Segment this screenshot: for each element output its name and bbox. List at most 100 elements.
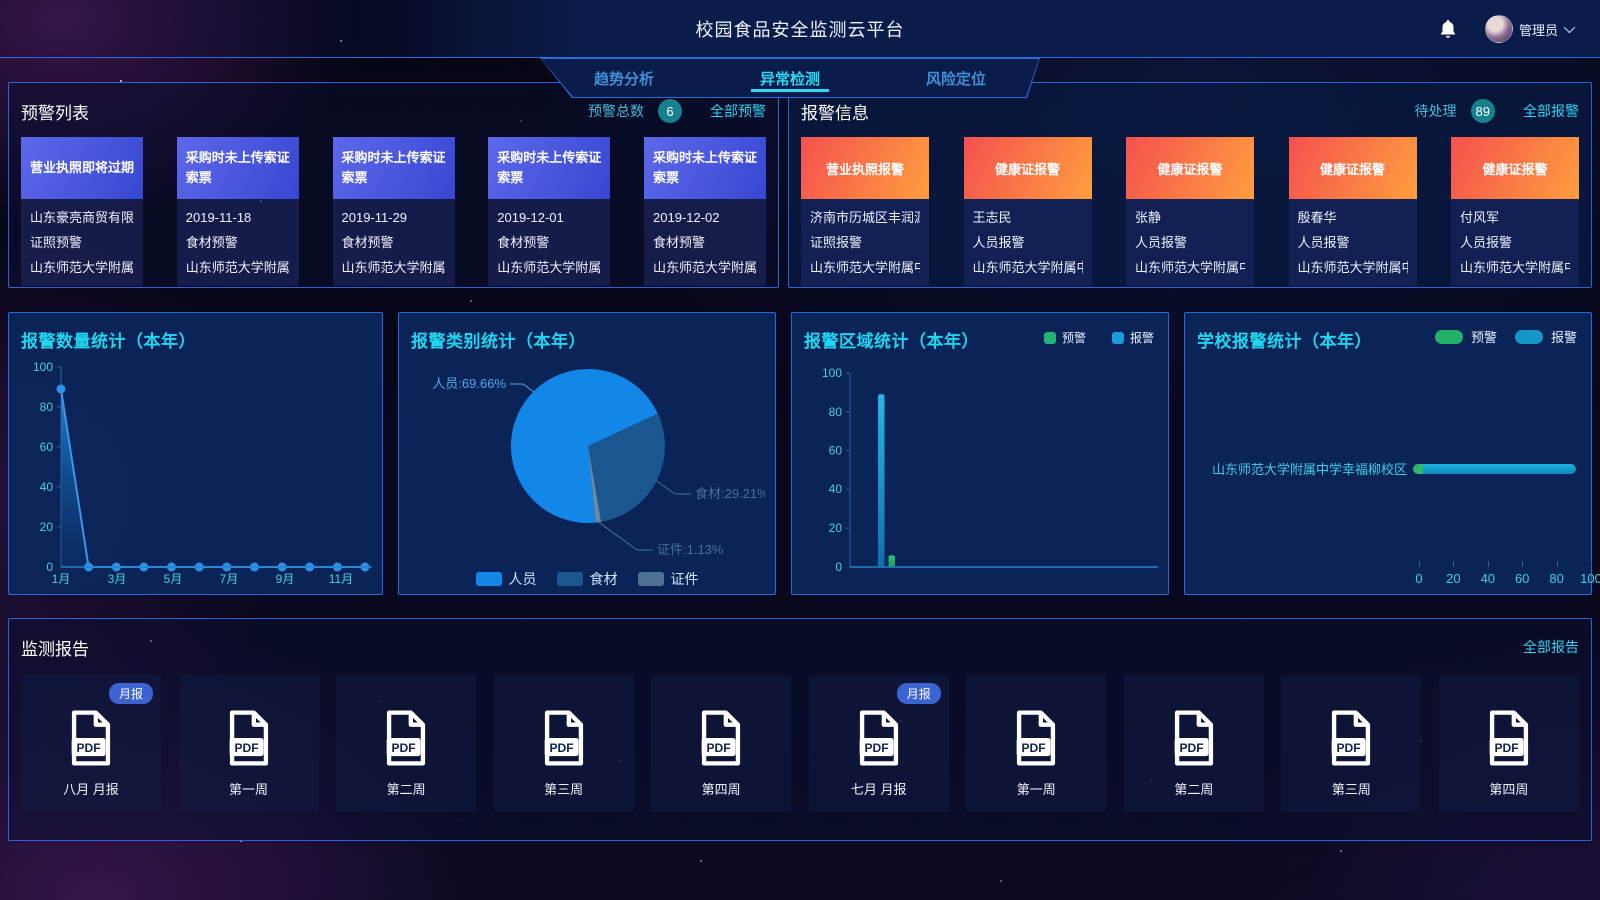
svg-text:证件:1.13%: 证件:1.13% <box>657 542 724 557</box>
pdf-file-icon: PDF <box>1171 709 1217 767</box>
tab-anomaly-detection[interactable]: 异常检测 <box>707 59 873 97</box>
all-alarms-link[interactable]: 全部报警 <box>1523 103 1579 119</box>
monthly-report-badge: 月报 <box>108 683 153 704</box>
alarm-card-title: 健康证报警 <box>1451 137 1579 199</box>
user-name: 管理员 <box>1518 22 1558 38</box>
svg-text:PDF: PDF <box>392 741 416 755</box>
alarm-info-panel: 报警信息 待处理 89 全部报警 营业执照报警 济南市历城区丰润源... 证照报… <box>788 82 1592 288</box>
alarm-count-chart-panel: 报警数量统计（本年） 0 20 40 60 80 100 <box>8 312 383 595</box>
svg-text:1月: 1月 <box>52 572 71 586</box>
report-card-label: 第二周 <box>386 782 426 797</box>
report-card[interactable]: PDF 第三周 <box>493 675 634 812</box>
svg-text:100: 100 <box>33 360 53 374</box>
alarm-card-type: 人员报警 <box>1297 235 1350 250</box>
alarm-card-title: 健康证报警 <box>1288 137 1417 199</box>
bar-segment-alarm <box>1423 463 1577 474</box>
legend-label: 报警 <box>1550 330 1577 345</box>
warning-card-type: 食材预警 <box>185 235 238 250</box>
report-card[interactable]: PDF 第四周 <box>651 675 792 812</box>
pdf-file-icon: PDF <box>856 709 902 767</box>
svg-text:PDF: PDF <box>864 741 888 755</box>
warning-card[interactable]: 采购时未上传索证索票 2019-12-02 食材预警 山东师范大学附属中... <box>644 137 766 286</box>
alarm-card[interactable]: 营业执照报警 济南市历城区丰润源... 证照报警 山东师范大学附属中... <box>801 137 929 286</box>
warning-card-school: 山东师范大学附属中... <box>341 260 446 275</box>
report-card[interactable]: 月报 PDF 八月 月报 <box>21 675 161 812</box>
alarm-card-title: 健康证报警 <box>1126 137 1254 199</box>
report-card[interactable]: 月报 PDF 七月 月报 <box>808 675 949 812</box>
pdf-file-icon: PDF <box>68 709 114 767</box>
all-reports-link[interactable]: 全部报告 <box>1523 639 1579 655</box>
legend-swatch <box>1043 331 1056 344</box>
svg-text:60: 60 <box>829 444 843 458</box>
report-card-label: 第一周 <box>1016 782 1056 797</box>
report-card[interactable]: PDF 第二周 <box>1123 675 1264 812</box>
report-card[interactable]: PDF 第一周 <box>966 675 1107 812</box>
warning-card-school: 山东师范大学附属中... <box>185 260 290 275</box>
report-card[interactable]: PDF 第四周 <box>1438 675 1579 812</box>
legend-item-warning[interactable]: 预警 <box>1434 327 1497 346</box>
warning-card-school: 山东师范大学附属中... <box>30 260 134 275</box>
monthly-report-badge: 月报 <box>896 683 941 704</box>
warning-card[interactable]: 采购时未上传索证索票 2019-12-01 食材预警 山东师范大学附属中... <box>488 137 611 286</box>
svg-text:食材:29.21%: 食材:29.21% <box>695 486 765 501</box>
report-card-label: 第一周 <box>229 782 269 797</box>
pie-slice-personnel[interactable] <box>510 368 658 523</box>
legend-swatch <box>1111 331 1124 344</box>
warning-card[interactable]: 采购时未上传索证索票 2019-11-18 食材预警 山东师范大学附属中... <box>176 137 299 286</box>
alarm-pending-label: 待处理 <box>1414 103 1457 119</box>
reports-panel-title: 监测报告 <box>21 639 89 659</box>
warning-card-title: 采购时未上传索证索票 <box>488 137 611 199</box>
alarm-card[interactable]: 健康证报警 付风军 人员报警 山东师范大学附属中... <box>1451 137 1579 286</box>
svg-text:PDF: PDF <box>707 741 731 755</box>
warning-card-title: 营业执照即将过期 <box>21 137 143 199</box>
warning-card-type: 食材预警 <box>497 235 550 250</box>
report-card-label: 第二周 <box>1174 782 1214 797</box>
tab-bar: 趋势分析 异常检测 风险定位 <box>540 58 1040 98</box>
legend-item-alarm[interactable]: 报警 <box>1514 327 1577 346</box>
legend-label: 人员 <box>508 571 537 587</box>
all-warnings-link[interactable]: 全部预警 <box>710 103 766 119</box>
alarm-card[interactable]: 健康证报警 殷春华 人员报警 山东师范大学附属中... <box>1288 137 1417 286</box>
legend-item-certificates[interactable]: 证件 <box>637 569 699 589</box>
school-stacked-bar[interactable] <box>1413 463 1585 474</box>
warning-card[interactable]: 营业执照即将过期 山东豪亮商贸有限公司 证照预警 山东师范大学附属中... <box>21 137 143 286</box>
notification-bell-icon[interactable] <box>1437 18 1459 40</box>
alarm-card-type: 证照报警 <box>810 235 863 250</box>
legend-item-warning[interactable]: 预警 <box>1043 329 1086 346</box>
warning-card-subject: 2019-12-02 <box>653 210 720 225</box>
alarm-card[interactable]: 健康证报警 王志民 人员报警 山东师范大学附属中... <box>963 137 1092 286</box>
report-card[interactable]: PDF 第一周 <box>178 675 319 812</box>
alarm-card-school: 山东师范大学附属中... <box>1460 260 1570 275</box>
legend-swatch <box>637 572 664 586</box>
alarm-region-chart-panel: 报警区域统计（本年） 预警 报警 <box>791 312 1169 595</box>
legend-item-ingredients[interactable]: 食材 <box>556 569 618 589</box>
report-card-label: 七月 月报 <box>850 782 907 797</box>
report-card[interactable]: PDF 第二周 <box>336 675 477 812</box>
school-category-label: 山东师范大学附属中学幸福柳校区 <box>1211 462 1407 477</box>
alarm-category-chart-title: 报警类别统计（本年） <box>411 332 586 351</box>
warning-card-title: 采购时未上传索证索票 <box>176 137 299 199</box>
alarm-card-type: 人员报警 <box>1460 235 1513 250</box>
legend-item-personnel[interactable]: 人员 <box>475 569 537 589</box>
warning-count-label: 预警总数 <box>588 103 644 119</box>
pie-slice-ingredients[interactable] <box>588 413 665 522</box>
user-menu[interactable]: 管理员 <box>1484 15 1576 43</box>
svg-text:PDF: PDF <box>234 741 258 755</box>
report-card[interactable]: PDF 第三周 <box>1281 675 1422 812</box>
tab-trend-analysis[interactable]: 趋势分析 <box>593 70 654 88</box>
svg-text:80: 80 <box>829 405 843 419</box>
tab-risk-location[interactable]: 风险定位 <box>925 70 986 88</box>
warning-card-type: 食材预警 <box>341 235 394 250</box>
svg-text:PDF: PDF <box>1022 741 1046 755</box>
alarm-card[interactable]: 健康证报警 张静 人员报警 山东师范大学附属中... <box>1126 137 1254 286</box>
alarm-card-school: 山东师范大学附属中... <box>972 260 1083 275</box>
school-alarm-chart-panel: 学校报警统计（本年） 预警 报警 山东师范大学附属中学幸福柳校区 <box>1184 312 1600 595</box>
alarm-panel-title: 报警信息 <box>801 103 869 123</box>
legend-item-alarm[interactable]: 报警 <box>1111 329 1154 346</box>
pie-slice-certificates[interactable] <box>588 446 602 523</box>
svg-text:40: 40 <box>40 480 54 494</box>
bar-alarm[interactable] <box>878 394 885 567</box>
warning-card[interactable]: 采购时未上传索证索票 2019-11-29 食材预警 山东师范大学附属中... <box>332 137 455 286</box>
bar-warning[interactable] <box>888 555 896 567</box>
svg-text:100: 100 <box>822 368 842 380</box>
